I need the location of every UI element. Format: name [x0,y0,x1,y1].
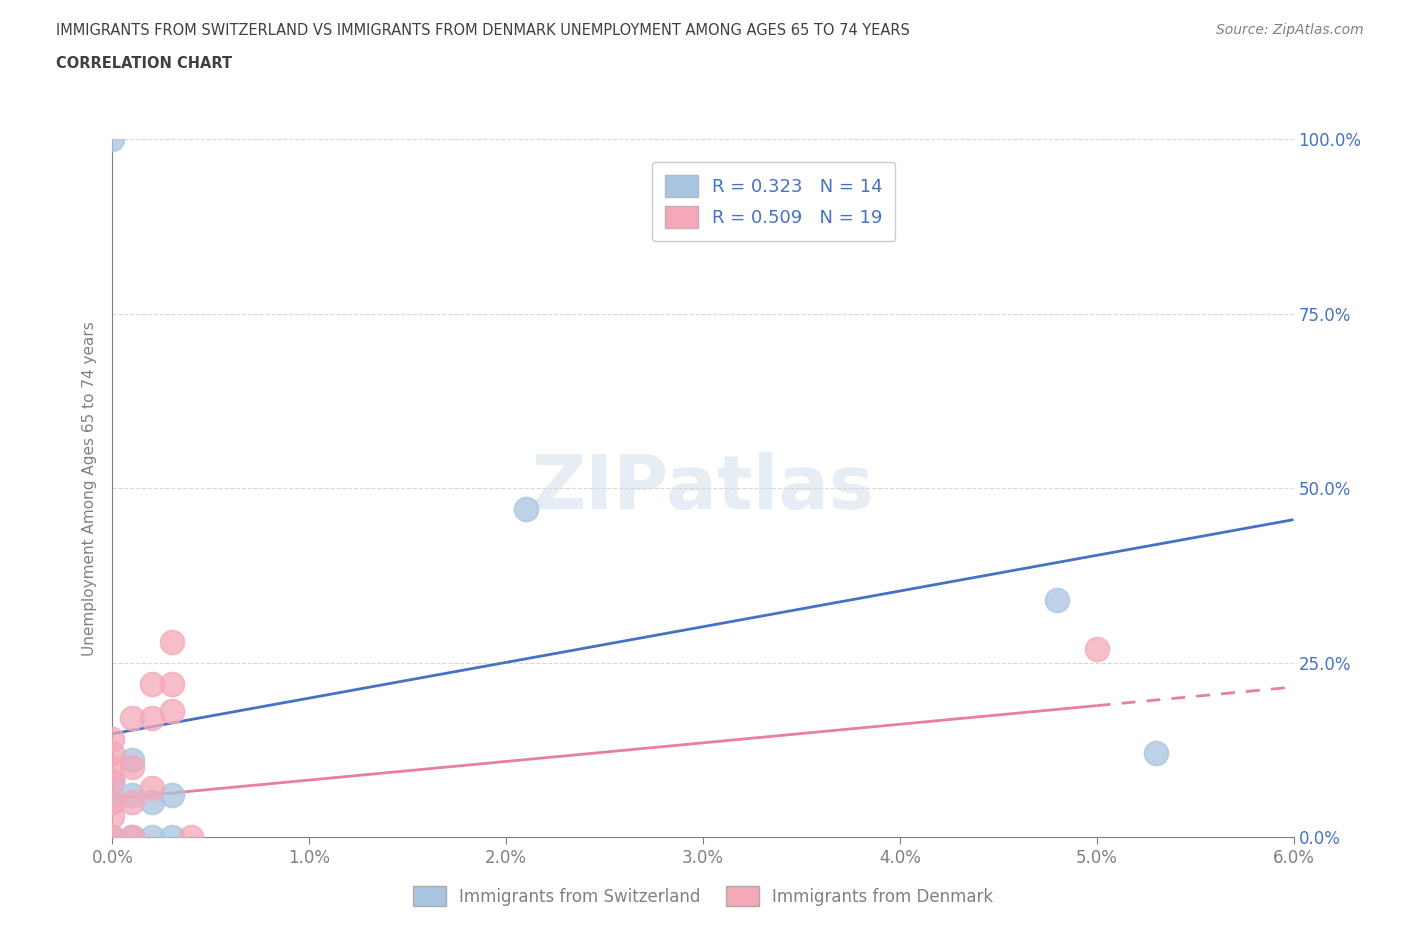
Text: IMMIGRANTS FROM SWITZERLAND VS IMMIGRANTS FROM DENMARK UNEMPLOYMENT AMONG AGES 6: IMMIGRANTS FROM SWITZERLAND VS IMMIGRANT… [56,23,910,38]
Point [141,711,163,725]
Point [515,502,537,517]
Text: CORRELATION CHART: CORRELATION CHART [56,56,232,71]
Point [180,830,202,844]
Point [160,788,183,803]
Point [160,704,183,719]
Text: Source: ZipAtlas.com: Source: ZipAtlas.com [1216,23,1364,37]
Point [121,794,143,809]
Point [101,774,124,789]
Point [1085,642,1108,657]
Y-axis label: Unemployment Among Ages 65 to 74 years: Unemployment Among Ages 65 to 74 years [82,321,97,656]
Point [101,830,124,844]
Point [121,830,143,844]
Point [121,753,143,768]
Point [141,794,163,809]
Point [160,830,183,844]
Point [101,132,124,147]
Point [101,774,124,789]
Point [101,732,124,747]
Point [121,788,143,803]
Point [141,830,163,844]
Point [141,676,163,691]
Point [1144,746,1167,761]
Legend: Immigrants from Switzerland, Immigrants from Denmark: Immigrants from Switzerland, Immigrants … [406,880,1000,912]
Point [101,760,124,775]
Point [101,830,124,844]
Point [101,809,124,824]
Point [101,794,124,809]
Text: ZIPatlas: ZIPatlas [531,452,875,525]
Point [121,711,143,725]
Point [1046,592,1069,607]
Point [160,676,183,691]
Point [121,760,143,775]
Legend: R = 0.323   N = 14, R = 0.509   N = 19: R = 0.323 N = 14, R = 0.509 N = 19 [652,163,896,241]
Point [101,746,124,761]
Point [141,781,163,796]
Point [121,830,143,844]
Point [101,794,124,809]
Point [160,634,183,649]
